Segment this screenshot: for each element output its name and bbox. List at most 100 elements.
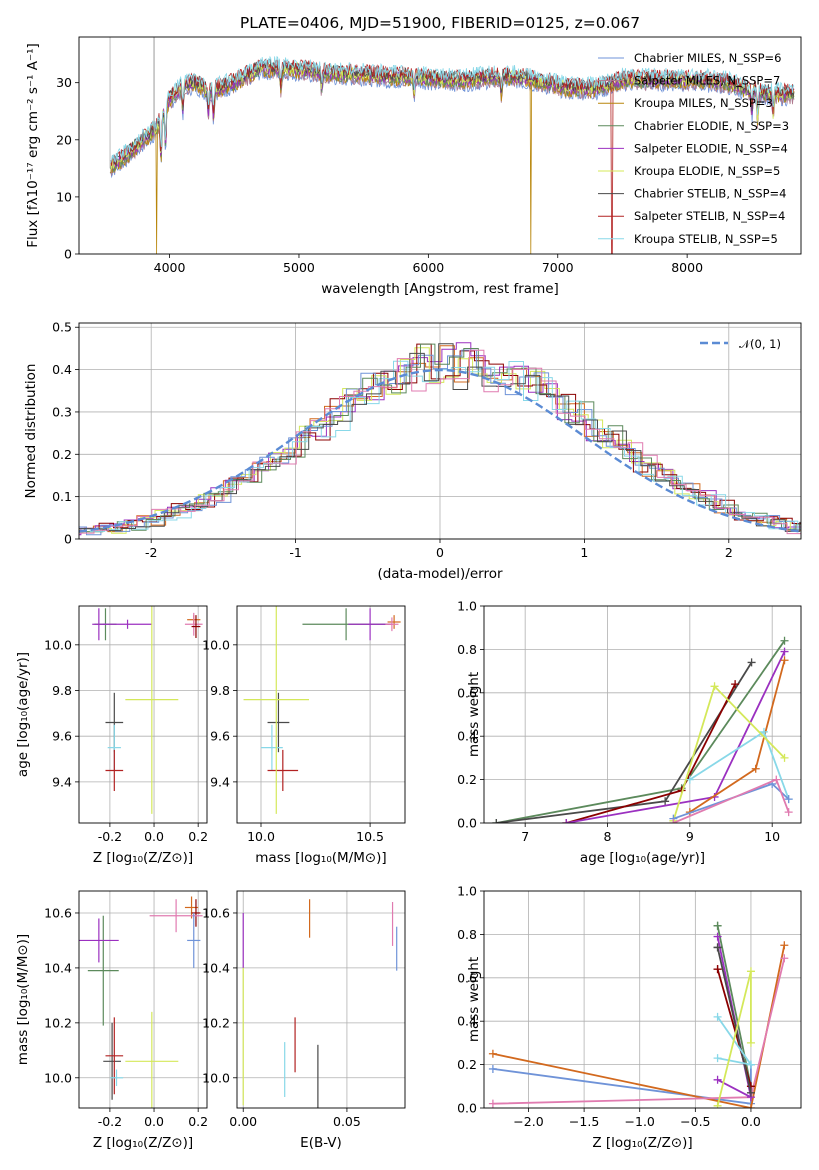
y-tick-label: 0 xyxy=(64,532,72,547)
series-line xyxy=(566,651,786,823)
axes-frame xyxy=(236,605,406,824)
panel-7: −2.0 −1.5 −1.0 −0.5 0.0 0.0 0.2 0.4 0.6 0.8 1.0 Z [… xyxy=(457,884,802,1151)
x-tick-label: 0.2 xyxy=(188,829,208,844)
legend-label: Kroupa STELIB, N_SSP=5 xyxy=(634,232,778,246)
y-tick-label: 10.2 xyxy=(202,1015,230,1030)
series-marker xyxy=(488,1049,497,1058)
series-marker xyxy=(751,764,760,773)
plot-area xyxy=(243,606,401,814)
series-marker xyxy=(731,680,740,689)
axes-frame xyxy=(236,890,406,1109)
data-point xyxy=(385,617,399,632)
data-point xyxy=(103,1022,121,1100)
y-tick-label: 9.4 xyxy=(52,774,72,789)
series-marker xyxy=(488,1099,497,1108)
x-tick-label: 0.0 xyxy=(144,1114,164,1129)
x-tick-label: 0.05 xyxy=(333,1114,361,1129)
series-marker xyxy=(746,1088,755,1097)
x-tick-label: −2.0 xyxy=(513,1114,543,1129)
x-tick-label: 2 xyxy=(725,545,733,560)
y-tick-label: 10 xyxy=(56,189,72,204)
y-tick-label: 1.0 xyxy=(457,884,477,899)
data-point xyxy=(243,606,309,814)
x-axis-label: (data-model)/error xyxy=(377,566,503,582)
series-marker xyxy=(710,682,719,691)
y-tick-label: 10.2 xyxy=(44,1015,72,1030)
series-marker xyxy=(747,658,756,667)
legend-label: Kroupa ELODIE, N_SSP=5 xyxy=(634,164,780,178)
x-tick-label: 5000 xyxy=(283,260,315,275)
plot-area xyxy=(92,606,203,814)
x-tick-label: 10.0 xyxy=(247,829,275,844)
data-point xyxy=(105,1017,124,1095)
y-tick-label: 10.0 xyxy=(202,1070,230,1085)
series-marker xyxy=(780,656,789,665)
series-marker xyxy=(713,1075,722,1084)
x-axis-label: Z [log₁₀(Z/Z⊙)] xyxy=(93,1135,193,1151)
y-tick-label: 0.4 xyxy=(457,729,477,744)
x-tick-label: 4000 xyxy=(154,260,186,275)
x-tick-label: 0.0 xyxy=(144,829,164,844)
data-point xyxy=(125,606,179,814)
x-tick-label: -0.2 xyxy=(98,1114,122,1129)
y-tick-label: 0.8 xyxy=(457,642,477,657)
y-tick-label: 20 xyxy=(56,132,72,147)
series-marker xyxy=(713,1101,722,1108)
series-marker xyxy=(780,753,789,762)
series-marker xyxy=(661,797,670,806)
series-marker xyxy=(562,819,571,823)
spectrum-line xyxy=(109,58,795,166)
y-tick-label: 9.8 xyxy=(210,683,230,698)
data-point xyxy=(103,619,152,629)
series-marker xyxy=(780,954,789,963)
series-line xyxy=(492,945,786,1108)
x-tick-label: −0.5 xyxy=(680,1114,710,1129)
spectrum-line xyxy=(109,55,795,164)
y-tick-label: 0.2 xyxy=(52,447,72,462)
x-tick-label: 7000 xyxy=(542,260,574,275)
x-tick-label: -1 xyxy=(289,545,301,560)
data-point xyxy=(105,749,124,792)
series-marker xyxy=(772,775,781,784)
y-tick-label: 0.2 xyxy=(457,772,477,787)
series-marker xyxy=(713,965,722,974)
plot-area xyxy=(109,37,795,254)
y-tick-label: 0.6 xyxy=(457,685,477,700)
panel-2: -0.2 0.0 0.2 9.4 9.6 9.8 10.0 Z [log₁₀(Z/Z⊙)] ag… xyxy=(15,605,208,866)
histogram-series xyxy=(79,343,801,533)
data-point xyxy=(267,692,290,753)
histogram-series xyxy=(79,343,801,532)
y-axis-label: mass [log₁₀(M/M⊙)] xyxy=(15,934,31,1065)
series-line xyxy=(566,683,736,823)
x-tick-label: -2 xyxy=(145,545,157,560)
x-tick-label: 0.0 xyxy=(741,1114,761,1129)
x-tick-label: −1.5 xyxy=(569,1114,599,1129)
series-marker xyxy=(685,775,694,784)
y-tick-label: 9.6 xyxy=(52,729,72,744)
series-line xyxy=(716,971,752,1107)
y-tick-label: 0 xyxy=(64,247,72,262)
plot-area xyxy=(79,342,801,536)
legend-label: Salpeter MILES, N_SSP=7 xyxy=(634,74,780,88)
axes-frame xyxy=(78,605,208,824)
series-marker xyxy=(780,636,789,645)
series-line xyxy=(716,947,752,1094)
chart-title: PLATE=0406, MJD=51900, FIBERID=0125, z=0… xyxy=(240,14,640,32)
y-tick-label: 0.5 xyxy=(52,320,72,335)
y-tick-label: 0.2 xyxy=(457,1057,477,1072)
y-tick-label: 10.4 xyxy=(202,960,230,975)
y-tick-label: 0.3 xyxy=(52,404,72,419)
x-tick-label: -0.2 xyxy=(98,829,122,844)
x-tick-label: 0.2 xyxy=(188,1114,208,1129)
panel-6: 0.00 0.05 10.0 10.2 10.4 10.6 E(B-V) xyxy=(202,890,406,1151)
x-tick-label: 6000 xyxy=(412,260,444,275)
data-point xyxy=(125,1011,179,1108)
y-tick-label: 9.4 xyxy=(210,774,230,789)
series-marker xyxy=(780,941,789,950)
series-marker xyxy=(780,647,789,656)
series-marker xyxy=(488,1064,497,1073)
legend-label: Salpeter ELODIE, N_SSP=4 xyxy=(634,141,788,155)
series-marker xyxy=(784,808,793,817)
x-tick-label: 9 xyxy=(686,829,694,844)
x-tick-label: 10 xyxy=(764,829,780,844)
